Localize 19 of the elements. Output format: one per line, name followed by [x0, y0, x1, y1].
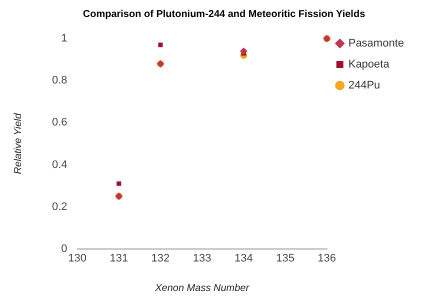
x-tick-label: 136: [318, 252, 336, 264]
x-tick-label: 133: [192, 252, 212, 264]
x-tick-label: 135: [276, 252, 294, 264]
y-tick-label: 0: [61, 242, 68, 255]
y-tick-label: 0.4: [52, 158, 68, 171]
x-tick-label: 132: [151, 252, 170, 264]
y-axis-title: Relative Yield: [12, 112, 24, 174]
y-tick-label: 0.6: [52, 116, 68, 129]
chart-title: Comparison of Plutonium-244 and Meteoritic Fission Yields: [82, 8, 366, 22]
x-tick-label: 131: [110, 252, 128, 264]
x-axis-title: Xenon Mass Number: [154, 282, 250, 294]
legend-label: Pasamonte: [348, 38, 404, 50]
y-tick-label: 0.8: [52, 74, 68, 87]
y-tick-label: 0.2: [52, 200, 68, 213]
y-tick-label: 1: [61, 32, 68, 45]
legend-label: Kapoeta: [348, 58, 390, 71]
x-tick-label: 130: [68, 252, 86, 264]
x-tick-label: 134: [234, 252, 253, 264]
legend-label: 244Pu: [348, 80, 380, 92]
